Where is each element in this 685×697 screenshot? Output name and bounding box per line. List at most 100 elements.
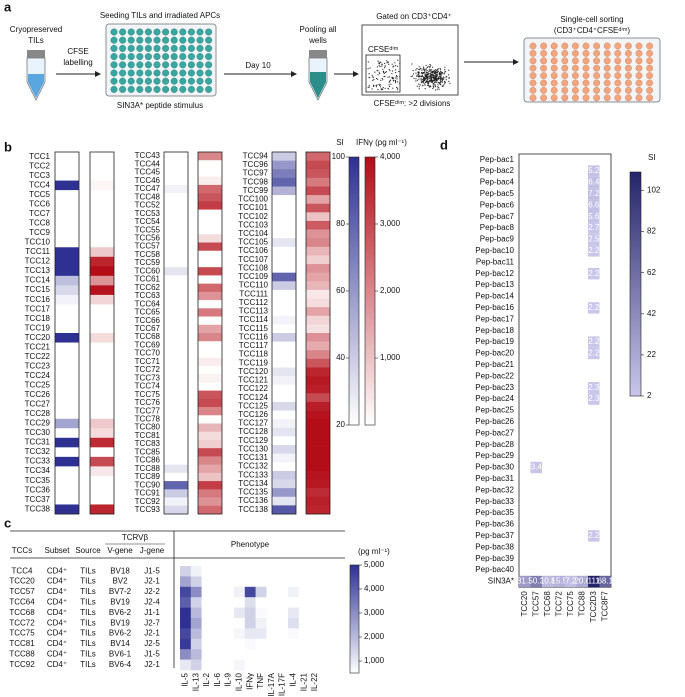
dot: [376, 84, 378, 86]
row-label: Pep-bac7: [480, 212, 515, 221]
dot: [430, 70, 432, 72]
value-label: 2.2: [588, 269, 600, 278]
heat-cell: [212, 607, 224, 619]
dot: [438, 73, 440, 76]
row-label: TCC118: [239, 350, 269, 359]
ifn-cell: [306, 212, 330, 222]
row-label: TCC129: [238, 436, 268, 445]
well: [614, 64, 622, 72]
dot: [431, 69, 433, 71]
dot: [384, 67, 386, 69]
heat-cell: [244, 607, 256, 619]
row-label: TCC35: [25, 476, 51, 485]
heat-cell: [277, 586, 289, 598]
well: [127, 77, 135, 85]
si-cell: [272, 427, 296, 437]
well: [179, 28, 187, 36]
heat-cell: [288, 649, 300, 660]
column-label: IL-9: [224, 672, 233, 686]
well: [136, 77, 144, 85]
si-cell: [164, 324, 188, 334]
step-label: SIN3A* peptide stimulus: [117, 101, 203, 110]
column-label: IL-22: [310, 672, 319, 691]
heat-cell: [223, 576, 235, 588]
well: [572, 79, 579, 87]
tube: [26, 50, 46, 101]
well: [603, 64, 611, 72]
row-label: Pep-bac16: [475, 303, 514, 312]
dot: [397, 89, 399, 91]
ifn-cell: [198, 333, 222, 342]
heat-cell: [266, 628, 278, 640]
heat-cell: [180, 607, 192, 619]
heat-cell: [288, 597, 300, 608]
well: [127, 36, 135, 44]
dot: [394, 77, 396, 79]
row-label: TCC94: [243, 151, 269, 160]
well: [119, 77, 127, 85]
row-label: TCC72: [135, 365, 161, 374]
row-label: TCC21: [25, 342, 51, 351]
heat-cell: [530, 575, 542, 588]
dot: [418, 66, 420, 68]
si-cell: [272, 195, 296, 205]
ifn-cell: [306, 186, 330, 196]
ifn-cell: [198, 464, 222, 474]
ifn-cell: [90, 152, 114, 162]
heat-cell: [588, 188, 600, 200]
dot: [436, 81, 438, 84]
dot: [416, 75, 418, 77]
well: [603, 50, 611, 57]
well: [635, 87, 643, 94]
well: [170, 28, 178, 36]
dot: [426, 75, 428, 77]
dot: [428, 73, 430, 75]
ifn-cell: [90, 371, 114, 381]
well: [162, 36, 170, 44]
table-cell: CD4⁺: [47, 660, 67, 669]
dot: [396, 65, 399, 67]
dot: [424, 75, 426, 77]
row-label: TCC128: [238, 427, 268, 436]
dot: [436, 78, 438, 80]
si-cell: [272, 488, 296, 498]
well: [550, 87, 558, 94]
dot: [410, 75, 412, 78]
well: [110, 77, 118, 85]
value-label: 15.5: [551, 577, 567, 586]
row-label: TCC52: [135, 201, 161, 210]
ifn-cell: [306, 324, 330, 334]
row-label: TCC103: [238, 220, 268, 229]
plate-wells: [110, 28, 213, 93]
row-label: TCC64: [135, 299, 161, 308]
row-label: TCC126: [238, 410, 268, 419]
heat-cell: [588, 245, 600, 257]
ifn-cell: [90, 256, 114, 267]
dot: [413, 73, 415, 75]
dot: [369, 67, 371, 69]
dot: [444, 66, 446, 68]
row-label: Pep-bac26: [475, 417, 514, 426]
si-cell: [164, 267, 188, 276]
ifn-cell: [306, 479, 330, 489]
well: [614, 87, 622, 94]
heat-cell: [309, 576, 321, 588]
ifn-cell: [198, 415, 222, 424]
colorbar-tick-label: 22: [647, 350, 656, 359]
dot: [426, 84, 429, 86]
dot: [413, 77, 415, 79]
dot: [384, 87, 386, 89]
row-label: TCC31: [25, 438, 51, 447]
si-cell: [164, 407, 188, 416]
ifn-cell: [90, 456, 114, 467]
heat-cell: [190, 597, 202, 608]
dot: [436, 76, 438, 78]
row-label: TCC32: [25, 447, 51, 456]
row-label: Pep-bac23: [475, 383, 514, 392]
well: [162, 61, 170, 69]
well: [550, 64, 558, 72]
ifn-cell: [306, 496, 330, 506]
column-label: TCC8F7: [600, 591, 609, 622]
dot: [395, 69, 397, 71]
